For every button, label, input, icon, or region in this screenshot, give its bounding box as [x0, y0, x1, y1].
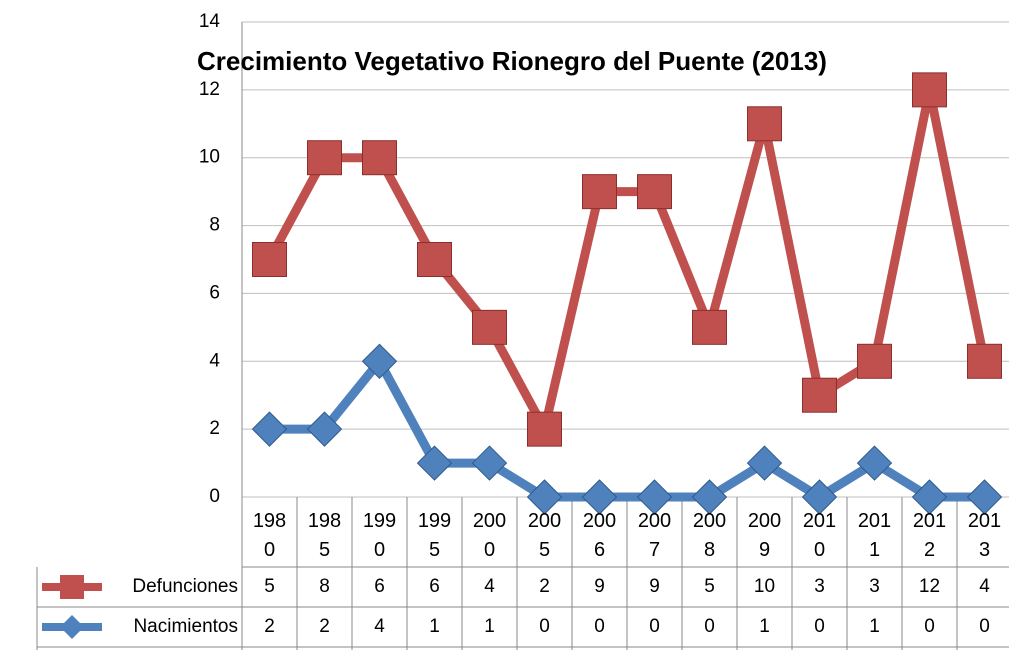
x-tick-label: 2006 — [582, 510, 617, 561]
marker — [636, 479, 673, 515]
marker — [582, 174, 617, 210]
y-tick-label: 14 — [199, 11, 221, 32]
y-tick-label: 10 — [199, 147, 220, 168]
table-value: 12 — [919, 576, 940, 597]
x-tick-label: 1980 — [252, 510, 287, 561]
marker — [361, 343, 398, 379]
legend-marker — [60, 575, 84, 599]
y-tick-label: 6 — [209, 282, 220, 303]
marker — [472, 309, 507, 345]
table-value: 4 — [374, 616, 385, 637]
x-tick-label: 2007 — [637, 510, 672, 561]
marker — [802, 377, 837, 413]
marker — [857, 343, 892, 379]
marker — [526, 479, 563, 515]
legend-label: Nacimientos — [133, 616, 238, 637]
table-value: 5 — [264, 576, 275, 597]
table-value: 1 — [759, 616, 770, 637]
marker — [307, 140, 342, 176]
x-tick-label: 2012 — [912, 510, 947, 561]
marker — [746, 445, 783, 481]
x-tick-label: 2005 — [527, 510, 562, 561]
marker — [581, 479, 618, 515]
marker — [691, 479, 728, 515]
x-tick-label: 2008 — [692, 510, 727, 561]
marker — [527, 411, 562, 447]
marker — [747, 106, 782, 142]
table-value: 3 — [869, 576, 880, 597]
table-value: 6 — [429, 576, 440, 597]
table-value: 6 — [374, 576, 385, 597]
x-tick-label: 1990 — [362, 510, 397, 561]
marker — [801, 479, 838, 515]
table-value: 0 — [979, 616, 990, 637]
marker — [416, 445, 453, 481]
table-value: 1 — [484, 616, 495, 637]
table-value: 2 — [264, 616, 275, 637]
marker — [362, 140, 397, 176]
table-value: 4 — [979, 576, 990, 597]
table-value: 1 — [429, 616, 440, 637]
marker — [417, 242, 452, 277]
table-value: 10 — [754, 576, 775, 597]
marker — [306, 411, 343, 447]
table-value: 0 — [594, 616, 605, 637]
marker — [251, 411, 288, 447]
x-tick-label: 1985 — [307, 510, 342, 561]
table-value: 2 — [539, 576, 550, 597]
x-tick-label: 1995 — [417, 510, 452, 561]
y-tick-label: 4 — [209, 350, 220, 371]
legend-label: Defunciones — [132, 576, 238, 597]
marker — [637, 174, 672, 210]
y-tick-label: 12 — [199, 79, 220, 100]
marker — [911, 479, 948, 515]
x-tick-label: 2000 — [472, 510, 507, 561]
table-value: 5 — [704, 576, 715, 597]
table-value: 0 — [649, 616, 660, 637]
marker — [471, 445, 508, 481]
table-value: 9 — [649, 576, 660, 597]
chart-title: Crecimiento Vegetativo Rionegro del Puen… — [197, 46, 827, 76]
marker — [856, 445, 893, 481]
table-value: 3 — [814, 576, 825, 597]
y-tick-label: 0 — [209, 486, 220, 507]
table-value: 2 — [319, 616, 330, 637]
table-value: 8 — [319, 576, 330, 597]
marker — [966, 479, 1003, 515]
legend-marker — [60, 615, 84, 639]
table-value: 0 — [924, 616, 935, 637]
y-tick-label: 2 — [209, 418, 220, 439]
x-tick-label: 2009 — [747, 510, 782, 561]
table-value: 0 — [539, 616, 550, 637]
marker — [967, 343, 1002, 379]
table-value: 1 — [869, 616, 880, 637]
table-value: 4 — [484, 576, 495, 597]
marker — [252, 242, 287, 277]
x-tick-label: 2010 — [802, 510, 837, 561]
table-value: 0 — [704, 616, 715, 637]
x-tick-label: 2013 — [967, 510, 1002, 561]
x-tick-label: 2011 — [857, 510, 892, 561]
y-tick-label: 8 — [209, 215, 220, 236]
marker — [692, 309, 727, 345]
marker — [912, 72, 947, 108]
table-value: 0 — [814, 616, 825, 637]
table-value: 9 — [594, 576, 605, 597]
